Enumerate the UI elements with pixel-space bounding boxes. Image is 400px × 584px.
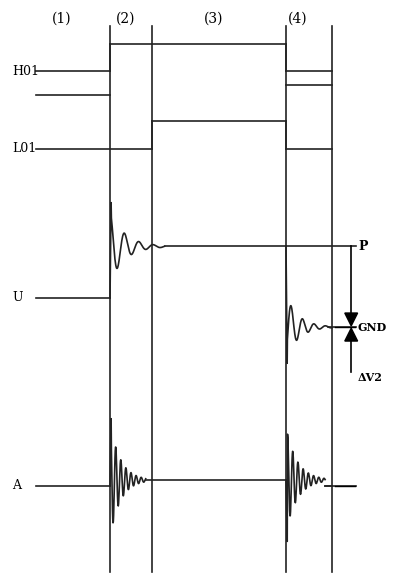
- Text: GND: GND: [358, 322, 387, 332]
- Text: (1): (1): [52, 12, 72, 26]
- Text: ΔV2: ΔV2: [358, 373, 383, 383]
- Text: (2): (2): [116, 12, 136, 26]
- Text: (4): (4): [288, 12, 308, 26]
- Text: L01: L01: [12, 142, 36, 155]
- Text: (3): (3): [204, 12, 224, 26]
- Text: P: P: [358, 240, 368, 253]
- Polygon shape: [345, 313, 358, 326]
- Text: A: A: [12, 479, 21, 492]
- Text: U: U: [12, 291, 22, 304]
- Polygon shape: [345, 328, 358, 341]
- Text: H01: H01: [12, 65, 39, 78]
